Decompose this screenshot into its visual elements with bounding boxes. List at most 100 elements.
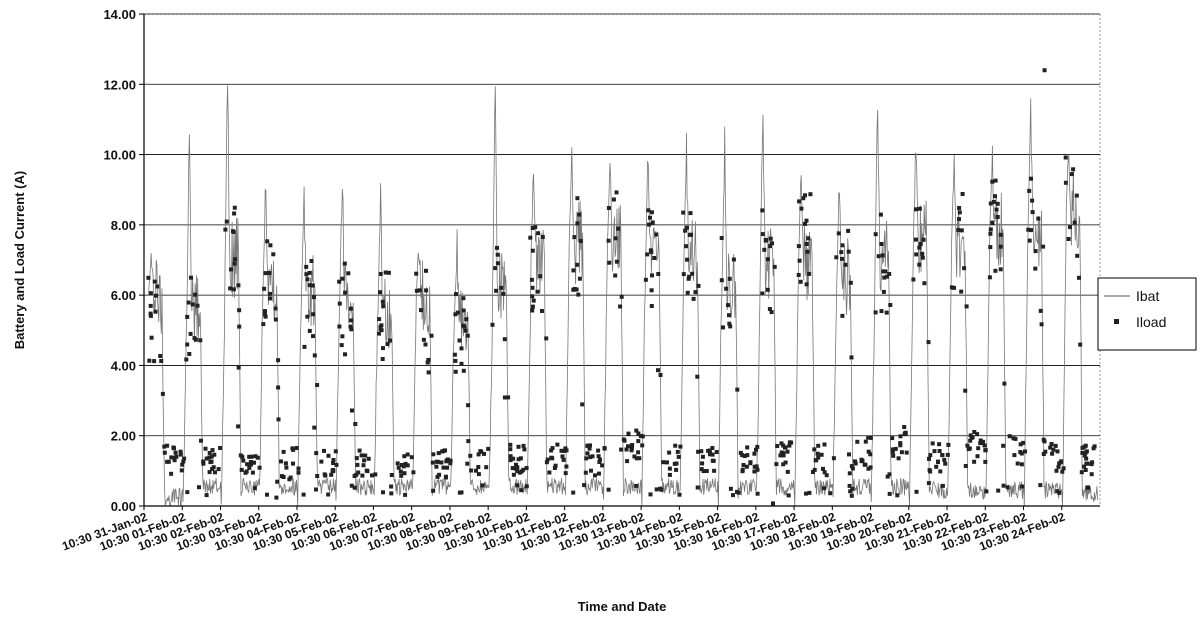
iload-point <box>803 221 807 226</box>
iload-point <box>455 310 460 315</box>
iload-point <box>932 449 937 454</box>
iload-point <box>646 208 651 213</box>
iload-point <box>885 474 890 479</box>
iload-point <box>1048 445 1053 450</box>
iload-point <box>898 441 903 446</box>
iload-point <box>926 340 931 345</box>
iload-point <box>459 346 464 351</box>
iload-point <box>1083 450 1088 455</box>
iload-point <box>781 451 786 456</box>
iload-point <box>1051 447 1056 452</box>
iload-point <box>836 231 841 236</box>
iload-point <box>888 303 893 307</box>
iload-point <box>745 453 750 458</box>
iload-point <box>862 462 867 467</box>
iload-point <box>928 453 933 458</box>
iload-point <box>461 296 466 301</box>
iload-point <box>355 462 360 467</box>
iload-point <box>330 468 335 473</box>
iload-point <box>816 443 821 448</box>
iload-point <box>893 446 898 451</box>
iload-point <box>774 462 779 467</box>
iload-point <box>959 228 964 233</box>
iload-point <box>849 464 854 469</box>
iload-point <box>578 239 583 243</box>
iload-point <box>204 493 209 498</box>
iload-point <box>476 472 481 477</box>
iload-point <box>647 222 651 227</box>
iload-point <box>984 489 989 494</box>
iload-point <box>588 455 593 460</box>
iload-point <box>224 219 229 224</box>
iload-point <box>522 447 527 452</box>
iload-point <box>315 474 320 478</box>
iload-point <box>1041 244 1046 249</box>
iload-point <box>975 454 980 459</box>
iload-point <box>688 211 693 216</box>
iload-point <box>195 303 200 308</box>
iload-point <box>304 264 309 269</box>
iload-point <box>402 454 407 459</box>
iload-point <box>1021 440 1026 445</box>
iload-point <box>770 241 774 246</box>
iload-point <box>417 288 422 293</box>
iload-point <box>840 256 844 261</box>
iload-point <box>383 270 388 275</box>
iload-point <box>619 447 624 452</box>
iload-point <box>553 463 558 468</box>
iload-point <box>249 462 253 467</box>
iload-point <box>677 492 682 497</box>
iload-point <box>656 368 660 373</box>
iload-point <box>866 466 871 471</box>
iload-point <box>349 327 354 332</box>
iload-point <box>437 472 442 477</box>
iload-point <box>804 282 809 287</box>
iload-point <box>309 259 314 263</box>
iload-point <box>322 472 327 477</box>
iload-point <box>710 458 715 463</box>
iload-point <box>762 247 767 252</box>
iload-point <box>988 245 993 250</box>
iload-point <box>634 428 639 433</box>
iload-point <box>276 385 281 390</box>
iload-point <box>380 299 385 304</box>
iload-point <box>502 337 507 342</box>
iload-point <box>686 276 691 281</box>
iload-point <box>619 294 624 299</box>
iload-point <box>987 275 992 280</box>
iload-point <box>162 450 167 455</box>
iload-point <box>1041 452 1046 456</box>
iload-point <box>501 291 506 296</box>
iload-point <box>982 443 987 448</box>
iload-point <box>731 493 735 498</box>
iload-point <box>474 468 478 473</box>
iload-point <box>787 443 792 448</box>
iload-point <box>305 314 310 319</box>
iload-point <box>265 492 269 497</box>
iload-point <box>1033 266 1038 271</box>
iload-point <box>590 454 595 459</box>
iload-point <box>956 228 961 232</box>
iload-point <box>805 249 810 254</box>
iload-point <box>524 484 529 489</box>
iload-point <box>853 461 858 466</box>
iload-point <box>1033 249 1038 254</box>
iload-point <box>636 439 641 444</box>
iload-point <box>626 431 631 436</box>
iload-point <box>231 229 235 234</box>
iload-point <box>535 289 540 294</box>
iload-point <box>937 449 942 453</box>
iload-point <box>754 447 758 452</box>
legend-box <box>1097 277 1197 351</box>
iload-point <box>616 226 621 231</box>
iload-point <box>850 466 855 471</box>
iload-point <box>1060 469 1065 474</box>
iload-point <box>878 212 883 217</box>
iload-point <box>366 456 371 461</box>
iload-point <box>624 447 629 452</box>
iload-point <box>326 453 331 458</box>
iload-point <box>812 447 817 452</box>
iload-point <box>693 290 698 295</box>
iload-point <box>210 448 215 453</box>
